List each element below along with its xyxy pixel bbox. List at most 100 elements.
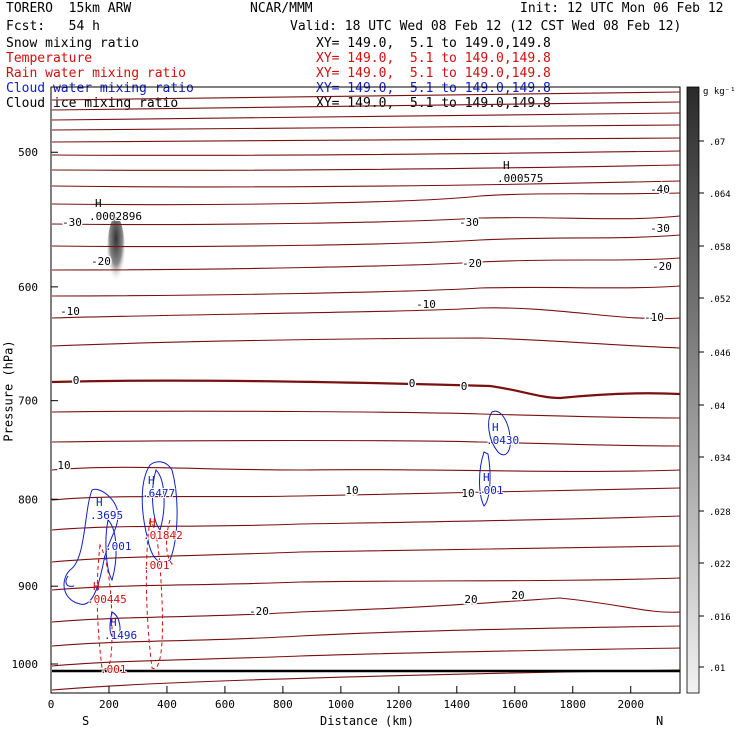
field-name-temperature: Temperature — [6, 51, 93, 66]
isotherm-label: -10 — [644, 311, 664, 324]
field-name-rain: Rain water mixing ratio — [6, 66, 187, 81]
isotherm-label: -10 — [60, 305, 80, 318]
field-name-cloud-ice: Cloud ice mixing ratio — [6, 96, 179, 111]
x-tick-label: 1800 — [560, 698, 587, 711]
x-tick-label: 800 — [273, 698, 293, 711]
isotherm-label: 10 — [57, 459, 70, 472]
max-marker-h: H — [149, 516, 156, 529]
snow-shading — [107, 217, 125, 289]
x-left-endpoint: S — [82, 714, 90, 728]
y-tick-label: 800 — [18, 493, 38, 506]
isotherm-label: -20 — [462, 257, 482, 270]
colorbar — [686, 86, 700, 694]
x-tick-label: 2000 — [617, 698, 644, 711]
max-marker-value: .001 — [477, 484, 504, 497]
isotherm-label: 10 — [461, 487, 474, 500]
max-markers: H.0002896H.000575H.0430H.001H.3695H.6477… — [86, 159, 544, 643]
max-marker-h: H — [492, 421, 499, 434]
cloud-contour-label: .001 — [100, 663, 127, 676]
y-tick-label: 700 — [18, 395, 38, 408]
colorbar-tick-label: .022 — [709, 560, 731, 570]
max-marker-value: .01842 — [143, 529, 183, 542]
max-marker-value: .3695 — [90, 509, 123, 522]
cloud-contour-labels: .001 .001 .001 — [99, 539, 171, 677]
isotherm-label: -10 — [416, 298, 436, 311]
max-marker-value: .0002896 — [89, 210, 142, 223]
isotherm-label: -40 — [650, 183, 670, 196]
init-time: Init: 12 UTC Mon 06 Feb 12 — [520, 1, 724, 16]
colorbar-ticks: .07 .064 .058 .052 .046 .04 .034 .028 .022 .016 .0… — [699, 138, 731, 674]
max-marker-value: .0430 — [486, 434, 519, 447]
isotherm-label: 0 — [461, 380, 468, 393]
colorbar-tick-label: .028 — [709, 508, 731, 518]
x-axis-ticks: 0 200 400 600 800 1000 1200 1400 1600 1800 2000 — [48, 686, 644, 711]
isotherm-label: -20 — [91, 255, 111, 268]
x-tick-label: 1400 — [444, 698, 471, 711]
isotherm-label: -30 — [62, 216, 82, 229]
field-name-cloud-water: Cloud water mixing ratio — [6, 81, 194, 96]
colorbar-tick-label: .07 — [709, 138, 725, 148]
isotherm-label: -20 — [249, 605, 269, 618]
forecast-hour: Fcst: 54 h — [6, 19, 100, 34]
max-marker-h: H — [483, 471, 490, 484]
isotherm-label: 20 — [511, 589, 524, 602]
x-tick-label: 1600 — [502, 698, 529, 711]
x-right-endpoint: N — [656, 714, 664, 728]
colorbar-tick-label: .04 — [709, 402, 725, 412]
max-marker-value: .1496 — [104, 629, 137, 642]
y-axis-label: Pressure (hPa) — [1, 340, 16, 442]
x-tick-label: 1000 — [328, 698, 355, 711]
max-marker-h: H — [93, 580, 100, 593]
isotherm-label: 0 — [409, 377, 416, 390]
field-range-cloud-water: XY= 149.0, 5.1 to 149.0,149.8 — [316, 81, 551, 96]
isotherm-label: -30 — [650, 222, 670, 235]
field-name-snow: Snow mixing ratio — [6, 36, 140, 51]
max-marker-value: .000575 — [497, 172, 543, 185]
field-range-cloud-ice: XY= 149.0, 5.1 to 149.0,149.8 — [316, 96, 551, 111]
isotherm-label: 0 — [73, 374, 80, 387]
max-marker-h: H — [95, 197, 102, 210]
x-tick-label: 1200 — [386, 698, 413, 711]
plot-frame — [50, 86, 681, 694]
isotherm-label: 20 — [464, 593, 477, 606]
x-axis-label: Distance (km) — [320, 714, 414, 728]
colorbar-tick-label: .058 — [709, 243, 731, 253]
cloud-contour-label: .001 — [105, 540, 132, 553]
model-title: TORERO 15km ARW — [6, 1, 132, 16]
isotherm-labels: -40 -30 -30 -30 -20 -20 -20 -10 -10 -10 0 0 0 10 10 10 2… — [56, 182, 674, 620]
colorbar-tick-label: .034 — [709, 454, 731, 464]
isotherm-label: -30 — [459, 216, 479, 229]
max-marker-h: H — [110, 616, 117, 629]
y-axis-ticks: 2003004005006007008009001000 — [12, 146, 58, 671]
rain-water-contours — [96, 518, 175, 670]
max-marker-h: H — [96, 496, 103, 509]
colorbar-tick-label: .064 — [709, 190, 731, 200]
max-marker-value: .6477 — [142, 487, 175, 500]
x-tick-label: 0 — [48, 698, 55, 711]
y-tick-label: 1000 — [12, 658, 39, 671]
y-tick-label: 500 — [18, 146, 38, 159]
field-range-temperature: XY= 149.0, 5.1 to 149.0,149.8 — [316, 51, 551, 66]
colorbar-tick-label: .052 — [709, 295, 731, 305]
max-marker-value: .00445 — [87, 593, 127, 606]
y-tick-label: 900 — [18, 580, 38, 593]
y-tick-label: 600 — [18, 281, 38, 294]
field-range-rain: XY= 149.0, 5.1 to 149.0,149.8 — [316, 66, 551, 81]
max-marker-h: H — [148, 474, 155, 487]
colorbar-tick-label: .016 — [709, 613, 731, 623]
x-tick-label: 200 — [99, 698, 119, 711]
max-marker-h: H — [503, 159, 510, 172]
x-tick-label: 400 — [157, 698, 177, 711]
isotherm-label: -20 — [652, 260, 672, 273]
cloud-contour-label: .001 — [143, 559, 170, 572]
cloud-water-contours — [63, 410, 511, 639]
colorbar-tick-label: .01 — [709, 664, 725, 674]
field-range-snow: XY= 149.0, 5.1 to 149.0,149.8 — [316, 36, 551, 51]
isotherm-label: 10 — [345, 484, 358, 497]
valid-time: Valid: 18 UTC Wed 08 Feb 12 (12 CST Wed … — [290, 19, 682, 34]
colorbar-unit: g kg⁻¹ — [703, 87, 736, 97]
temperature-isotherms — [51, 91, 681, 691]
x-tick-label: 600 — [215, 698, 235, 711]
colorbar-tick-label: .046 — [709, 349, 731, 359]
